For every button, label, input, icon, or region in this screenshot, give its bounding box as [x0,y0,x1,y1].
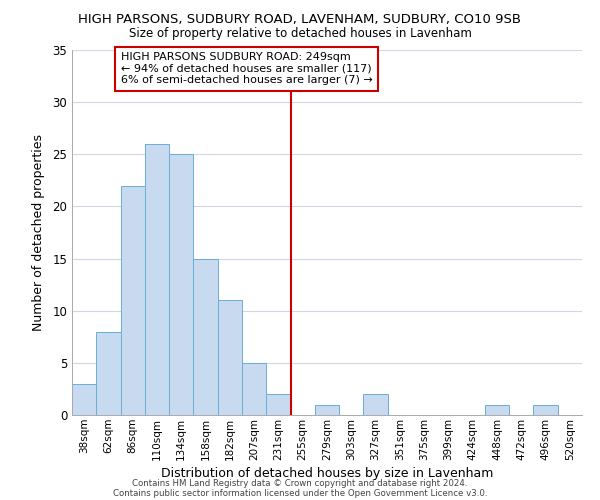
Bar [533,404,558,415]
Text: HIGH PARSONS, SUDBURY ROAD, LAVENHAM, SUDBURY, CO10 9SB: HIGH PARSONS, SUDBURY ROAD, LAVENHAM, SU… [79,12,521,26]
Text: Contains HM Land Registry data © Crown copyright and database right 2024.: Contains HM Land Registry data © Crown c… [132,478,468,488]
Text: Size of property relative to detached houses in Lavenham: Size of property relative to detached ho… [128,28,472,40]
Bar [315,404,339,415]
Bar [193,258,218,415]
Bar [96,332,121,415]
Bar [485,404,509,415]
Bar [266,394,290,415]
Bar [145,144,169,415]
Bar [72,384,96,415]
X-axis label: Distribution of detached houses by size in Lavenham: Distribution of detached houses by size … [161,467,493,480]
Bar [364,394,388,415]
Y-axis label: Number of detached properties: Number of detached properties [32,134,46,331]
Bar [169,154,193,415]
Bar [242,363,266,415]
Bar [218,300,242,415]
Text: Contains public sector information licensed under the Open Government Licence v3: Contains public sector information licen… [113,488,487,498]
Text: HIGH PARSONS SUDBURY ROAD: 249sqm
← 94% of detached houses are smaller (117)
6% : HIGH PARSONS SUDBURY ROAD: 249sqm ← 94% … [121,52,373,86]
Bar [121,186,145,415]
